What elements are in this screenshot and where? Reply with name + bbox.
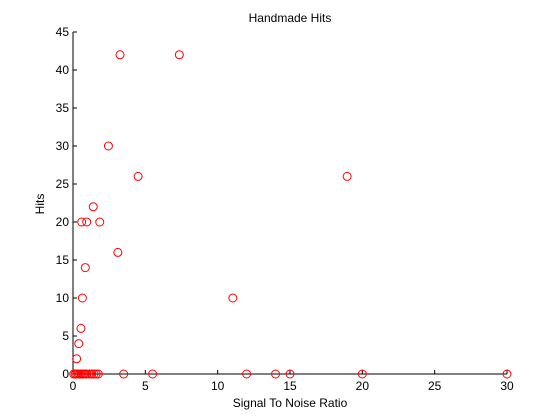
y-tick-label: 45 (56, 25, 70, 39)
data-point (228, 293, 238, 303)
data-point (95, 217, 105, 227)
x-tick-label: 5 (142, 379, 149, 393)
chart-title: Handmade Hits (249, 11, 332, 25)
data-point (148, 369, 158, 379)
data-point (82, 217, 92, 227)
data-points (69, 50, 512, 379)
data-point (242, 369, 252, 379)
data-point (85, 369, 95, 379)
y-tick-label: 25 (56, 177, 70, 191)
y-tick-label: 15 (56, 253, 70, 267)
data-point (72, 354, 82, 364)
x-tick-label: 20 (356, 379, 370, 393)
axes: 0 5 10 15 20 25 30 0 5 10 15 20 25 30 35 40 45 (56, 25, 514, 393)
data-point (502, 369, 512, 379)
data-point (76, 323, 86, 333)
data-point (285, 369, 295, 379)
data-point (342, 171, 352, 181)
data-point (103, 141, 113, 151)
y-tick-label: 5 (62, 329, 69, 343)
y-tick-label: 20 (56, 215, 70, 229)
data-point (77, 293, 87, 303)
data-point (115, 50, 125, 60)
data-point (357, 369, 367, 379)
data-point (91, 369, 101, 379)
y-tick-label: 40 (56, 63, 70, 77)
data-point (119, 369, 129, 379)
data-point (77, 217, 87, 227)
data-point (88, 202, 98, 212)
data-point (113, 247, 123, 257)
x-axis-label: Signal To Noise Ratio (233, 396, 348, 410)
data-point (271, 369, 281, 379)
x-tick-label: 10 (211, 379, 225, 393)
y-axis-label: Hits (33, 194, 47, 215)
data-point (80, 263, 90, 273)
x-tick-label: 0 (70, 379, 77, 393)
data-point (87, 369, 97, 379)
x-tick-label: 25 (428, 379, 442, 393)
data-point (89, 369, 99, 379)
y-tick-label: 10 (56, 291, 70, 305)
y-tick-label: 30 (56, 139, 70, 153)
x-tick-label: 30 (500, 379, 514, 393)
y-tick-label: 35 (56, 101, 70, 115)
data-point (174, 50, 184, 60)
data-point (93, 369, 103, 379)
x-tick-label: 15 (283, 379, 297, 393)
data-point (133, 171, 143, 181)
data-point (74, 339, 84, 349)
data-point (82, 369, 92, 379)
y-tick-label: 0 (62, 367, 69, 381)
